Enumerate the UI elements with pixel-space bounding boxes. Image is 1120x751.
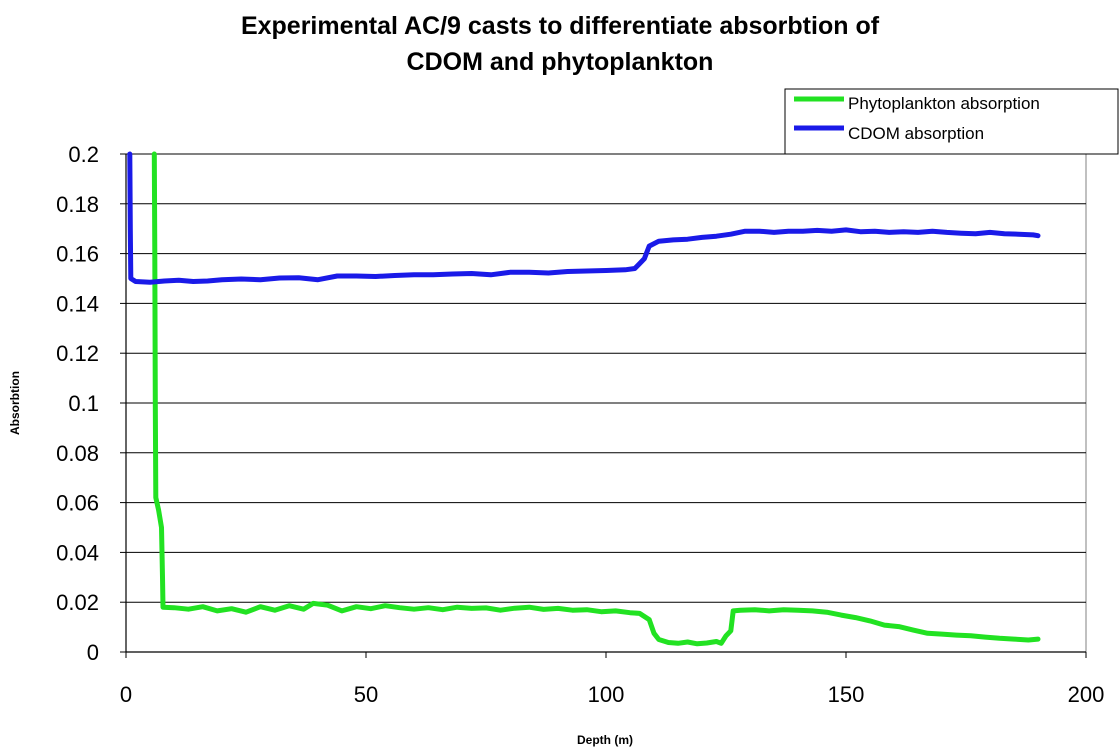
y-tick-label-0: 0 (87, 640, 99, 665)
grid-lines (126, 153, 1086, 603)
chart-title-line-2: CDOM and phytoplankton (407, 48, 714, 76)
x-tick-label-3: 150 (828, 682, 865, 707)
chart-title: Experimental AC/9 casts to differentiate… (241, 12, 880, 76)
y-tick-label-2: 0.04 (56, 540, 99, 565)
x-tick-label-2: 100 (588, 682, 625, 707)
y-tick-label-10: 0.2 (68, 142, 99, 167)
y-tick-label-5: 0.1 (68, 391, 99, 416)
data-series (127, 151, 1041, 647)
x-tick-label-1: 50 (354, 682, 378, 707)
series-line-phytoplankton (151, 151, 1041, 647)
chart-title-line-1: Experimental AC/9 casts to differentiate… (241, 12, 880, 40)
legend-label-cdom: CDOM absorption (848, 124, 984, 143)
legend: Phytoplankton absorption CDOM absorption (784, 88, 1119, 155)
y-tick-label-4: 0.08 (56, 441, 99, 466)
y-tick-label-3: 0.06 (56, 491, 99, 516)
series-line-cdom (127, 151, 1041, 285)
x-axis-ticks: 0 50 100 150 200 (120, 652, 1104, 707)
y-tick-label-7: 0.14 (56, 291, 99, 316)
y-tick-label-1: 0.02 (56, 590, 99, 615)
legend-label-phytoplankton: Phytoplankton absorption (848, 94, 1040, 113)
x-tick-label-0: 0 (120, 682, 132, 707)
y-axis-ticks: 0 0.02 0.04 0.06 0.08 0.1 0.12 0.14 0.16 0.18 0.2 (56, 142, 126, 665)
y-axis-title: Absorbtion (8, 371, 22, 435)
y-tick-label-8: 0.16 (56, 242, 99, 267)
x-tick-label-4: 200 (1068, 682, 1105, 707)
x-axis-title: Depth (m) (577, 733, 633, 747)
y-tick-label-6: 0.12 (56, 341, 99, 366)
y-tick-label-9: 0.18 (56, 192, 99, 217)
